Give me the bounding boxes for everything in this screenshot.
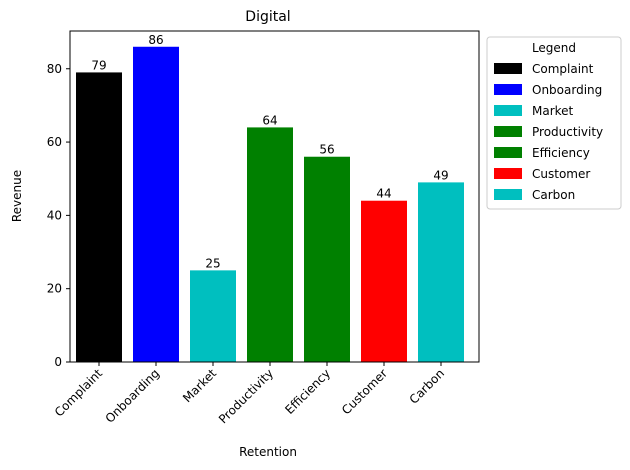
legend-entry: Onboarding	[532, 83, 602, 97]
bar	[190, 270, 236, 362]
legend-swatch	[494, 126, 522, 137]
data-label: 64	[262, 113, 277, 127]
legend-swatch	[494, 105, 522, 116]
x-tick-label: Complaint	[52, 366, 105, 419]
plot-frame	[69, 30, 480, 363]
data-label: 56	[319, 143, 334, 157]
legend-entry: Market	[532, 104, 574, 118]
legend-entry: Efficiency	[532, 146, 590, 160]
data-label: 79	[91, 58, 106, 72]
legend: Legend Complaint Onboarding Market Producti…	[486, 36, 622, 210]
x-tick-label: Carbon	[407, 366, 447, 406]
legend-swatch	[494, 189, 522, 200]
bar	[247, 127, 293, 362]
chart-title: Digital	[245, 9, 290, 25]
legend-swatch	[494, 168, 522, 179]
bar	[133, 46, 179, 363]
y-tick-label: 40	[47, 208, 62, 222]
x-tick-label: Market	[180, 366, 219, 405]
y-tick-label: 0	[54, 355, 62, 369]
plot-area: 0 20 40 60 80 79 Complaint 86 Onboarding 25 Market…	[47, 33, 464, 426]
data-label: 25	[205, 256, 220, 270]
x-tick-label: Customer	[339, 366, 390, 417]
data-label: 49	[433, 168, 448, 182]
data-label: 44	[376, 187, 391, 201]
y-tick-label: 80	[47, 62, 62, 76]
legend-swatch	[494, 63, 522, 74]
x-tick-label: Productivity	[216, 366, 276, 426]
x-tick-label: Onboarding	[103, 366, 163, 426]
bar	[76, 72, 122, 362]
legend-entry: Carbon	[532, 188, 575, 202]
legend-frame	[486, 36, 622, 210]
y-axis-label: Revenue	[10, 170, 24, 222]
y-tick-label: 20	[47, 282, 62, 296]
legend-swatch	[494, 147, 522, 158]
bar	[361, 200, 407, 362]
legend-entry: Productivity	[532, 125, 603, 139]
legend-entry: Customer	[532, 167, 590, 181]
legend-title: Legend	[532, 41, 576, 55]
y-tick-label: 60	[47, 135, 62, 149]
data-label: 86	[148, 33, 163, 47]
bar	[304, 156, 350, 362]
legend-swatch	[494, 84, 522, 95]
x-axis-label: Retention	[239, 445, 297, 459]
bar	[418, 182, 464, 362]
legend-entry: Complaint	[532, 62, 594, 76]
x-tick-label: Efficiency	[282, 366, 333, 417]
